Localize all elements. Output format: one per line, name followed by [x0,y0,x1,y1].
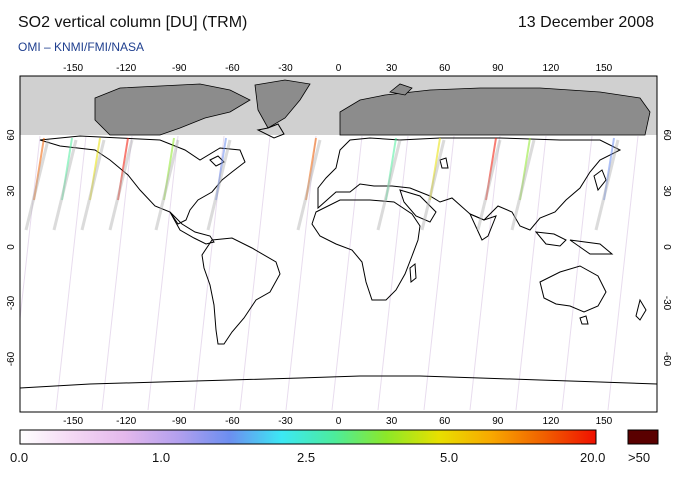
map-frame [19,75,658,413]
grey-swath-streak [108,139,134,231]
swath-stripe [607,135,639,411]
swath-stripe [20,135,41,324]
colorbar-label-3: 5.0 [440,450,459,465]
lon-tick-bottom: -60 [225,416,240,427]
lon-tick-top: -120 [116,63,136,74]
grey-swath-streak [420,139,446,231]
swath-stripe [285,135,317,411]
swath-stripe [515,135,547,411]
lon-tick-bottom: 90 [492,416,504,427]
lon-tick-top: 30 [386,63,398,74]
arctic-land [94,79,651,136]
lon-tick-top: 90 [492,63,504,74]
coastlines [20,123,657,389]
swath-stripe [239,135,271,411]
so2-streak [385,137,397,201]
grey-swath-streak [154,139,180,231]
lon-tick-top: -30 [278,63,293,74]
swath-stripe [469,135,501,411]
grey-swath-streak [206,139,232,231]
grey-swath-streak [376,139,402,231]
lon-tick-bottom: -150 [63,416,83,427]
lat-tick-left: 0 [6,244,17,250]
lon-tick-bottom: 60 [439,416,451,427]
lat-tick-right: 60 [661,129,672,141]
so2-streak [485,137,497,201]
lon-tick-bottom: -90 [172,416,187,427]
lon-tick-top: 150 [596,63,613,74]
map-date: 13 December 2008 [517,14,654,31]
colorbar [19,429,597,445]
colorbar-overflow-label: >50 [628,450,651,465]
lon-tick-bottom: -120 [116,416,136,427]
grey-swath-streak [80,139,106,231]
lon-tick-bottom: -30 [278,416,293,427]
lon-tick-bottom: 30 [386,416,398,427]
colorbar-label-1: 1.0 [152,450,171,465]
lon-tick-top: 60 [439,63,451,74]
so2-streak [89,137,101,201]
lon-tick-top: 0 [336,63,342,74]
lat-tick-right: -60 [661,352,672,367]
swath-stripe [377,135,409,411]
so2-retrieval-streaks [24,137,620,231]
lon-tick-bottom: 150 [596,416,613,427]
lon-tick-top: -90 [172,63,187,74]
so2-streak [429,137,441,201]
lat-tick-right: 30 [661,185,672,197]
satellite-swaths [20,135,639,411]
grey-swath-streak [594,139,620,231]
swath-stripe [423,135,455,411]
lat-tick-left: 30 [6,185,17,197]
lon-tick-top: 120 [542,63,559,74]
so2-streak [305,137,317,201]
swath-stripe [101,135,133,411]
swath-stripe [55,135,87,411]
lat-tick-left: -60 [6,351,17,366]
lon-tick-bottom: 0 [336,416,342,427]
grey-swath-streak [52,139,78,231]
colorbar-label-2: 2.5 [297,450,316,465]
lon-tick-bottom: 120 [542,416,559,427]
so2-streak [163,137,175,201]
lon-tick-top: -60 [225,63,240,74]
map-title: SO2 vertical column [DU] (TRM) [18,14,248,31]
lat-tick-right: 0 [661,244,672,250]
lat-tick-left: 60 [6,129,17,141]
lon-tick-top: -150 [63,63,83,74]
so2-streak [61,137,73,201]
so2-streak [33,137,45,201]
swath-stripe [331,135,363,411]
grey-swath-streak [296,139,322,231]
so2-streak [603,137,615,201]
colorbar-overflow-swatch [627,429,659,445]
grey-swath-streak [24,139,50,231]
colorbar-label-0: 0.0 [10,450,29,465]
swath-stripe [561,135,593,411]
lat-tick-right: -30 [661,296,672,311]
so2-streak [519,137,531,201]
grey-swath-streak [476,139,502,231]
grey-swath-streak [510,139,536,231]
so2-streak [215,137,227,201]
credit-line: OMI – KNMI/FMI/NASA [18,40,145,54]
swath-stripe [147,135,179,411]
graticule-labels: -150 -150 -120 -120 -90 -90 -60 -60 -30 -30 0 0 30 30… [6,63,672,427]
so2-streak [117,137,129,201]
colorbar-label-4: 20.0 [580,450,606,465]
lat-tick-left: -30 [6,295,17,310]
